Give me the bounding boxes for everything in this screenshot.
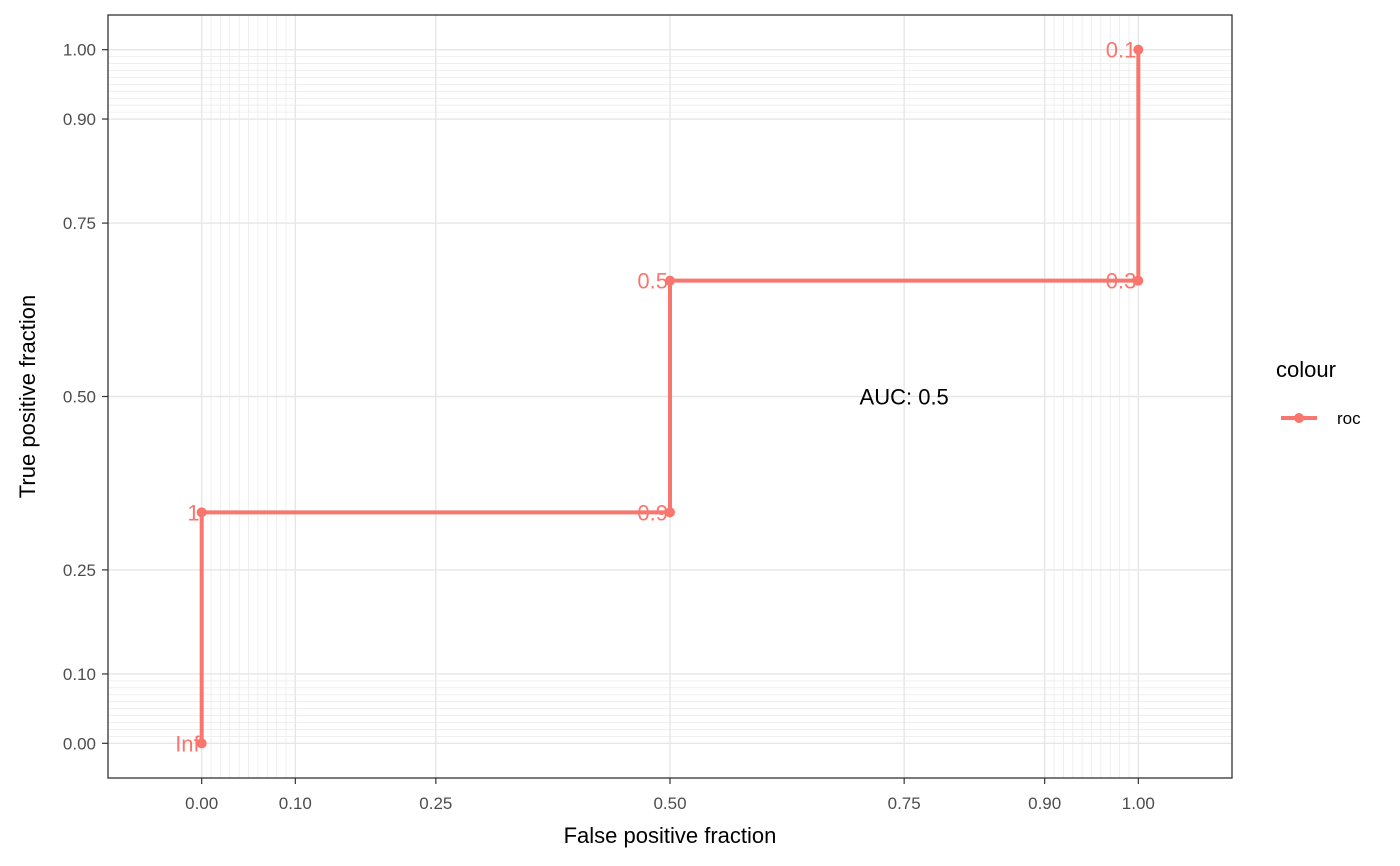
y-tick-label: 0.75 xyxy=(63,214,96,233)
roc-cutoff-label: 1 xyxy=(187,500,199,525)
legend-key-point xyxy=(1294,413,1304,423)
legend-title: colour xyxy=(1276,357,1336,382)
y-tick-label: 0.50 xyxy=(63,388,96,407)
point-labels: Inf 1 0.9 0.5 0.3 0.1 xyxy=(175,38,1136,757)
roc-point xyxy=(1133,44,1144,55)
roc-point xyxy=(196,738,207,749)
x-tick-label: 0.50 xyxy=(653,794,686,813)
roc-cutoff-label: 0.3 xyxy=(1106,269,1137,294)
auc-annotation: AUC: 0.5 xyxy=(860,385,949,410)
legend: colour roc xyxy=(1276,357,1361,428)
series-roc xyxy=(196,44,1144,749)
legend-item-roc: roc xyxy=(1337,409,1361,428)
y-tick-label: 1.00 xyxy=(63,41,96,60)
y-tick-label: 0.00 xyxy=(63,734,96,753)
y-tick-label: 0.10 xyxy=(63,665,96,684)
y-axis: 0.00 0.10 0.25 0.50 0.75 0.90 1.00 xyxy=(63,41,108,753)
x-tick-label: 1.00 xyxy=(1122,794,1155,813)
roc-step-line xyxy=(199,49,1141,744)
y-axis-title: True positive fraction xyxy=(15,295,40,498)
x-axis-title: False positive fraction xyxy=(564,823,777,848)
roc-cutoff-label: 0.9 xyxy=(637,500,668,525)
y-tick-label: 0.90 xyxy=(63,110,96,129)
y-tick-label: 0.25 xyxy=(63,561,96,580)
x-tick-label: 0.75 xyxy=(888,794,921,813)
roc-point xyxy=(196,507,207,518)
x-tick-label: 0.25 xyxy=(419,794,452,813)
x-axis: 0.00 0.10 0.25 0.50 0.75 0.90 1.00 xyxy=(185,778,1155,813)
roc-point xyxy=(665,507,675,518)
x-tick-label: 0.10 xyxy=(279,794,312,813)
roc-cutoff-label: Inf xyxy=(175,731,200,756)
roc-cutoff-label: 0.5 xyxy=(637,269,668,294)
roc-point xyxy=(665,275,675,286)
roc-cutoff-label: 0.1 xyxy=(1106,38,1137,63)
x-tick-label: 0.00 xyxy=(185,794,218,813)
roc-point xyxy=(1133,275,1144,286)
major-grid xyxy=(108,15,1232,778)
x-tick-label: 0.90 xyxy=(1028,794,1061,813)
